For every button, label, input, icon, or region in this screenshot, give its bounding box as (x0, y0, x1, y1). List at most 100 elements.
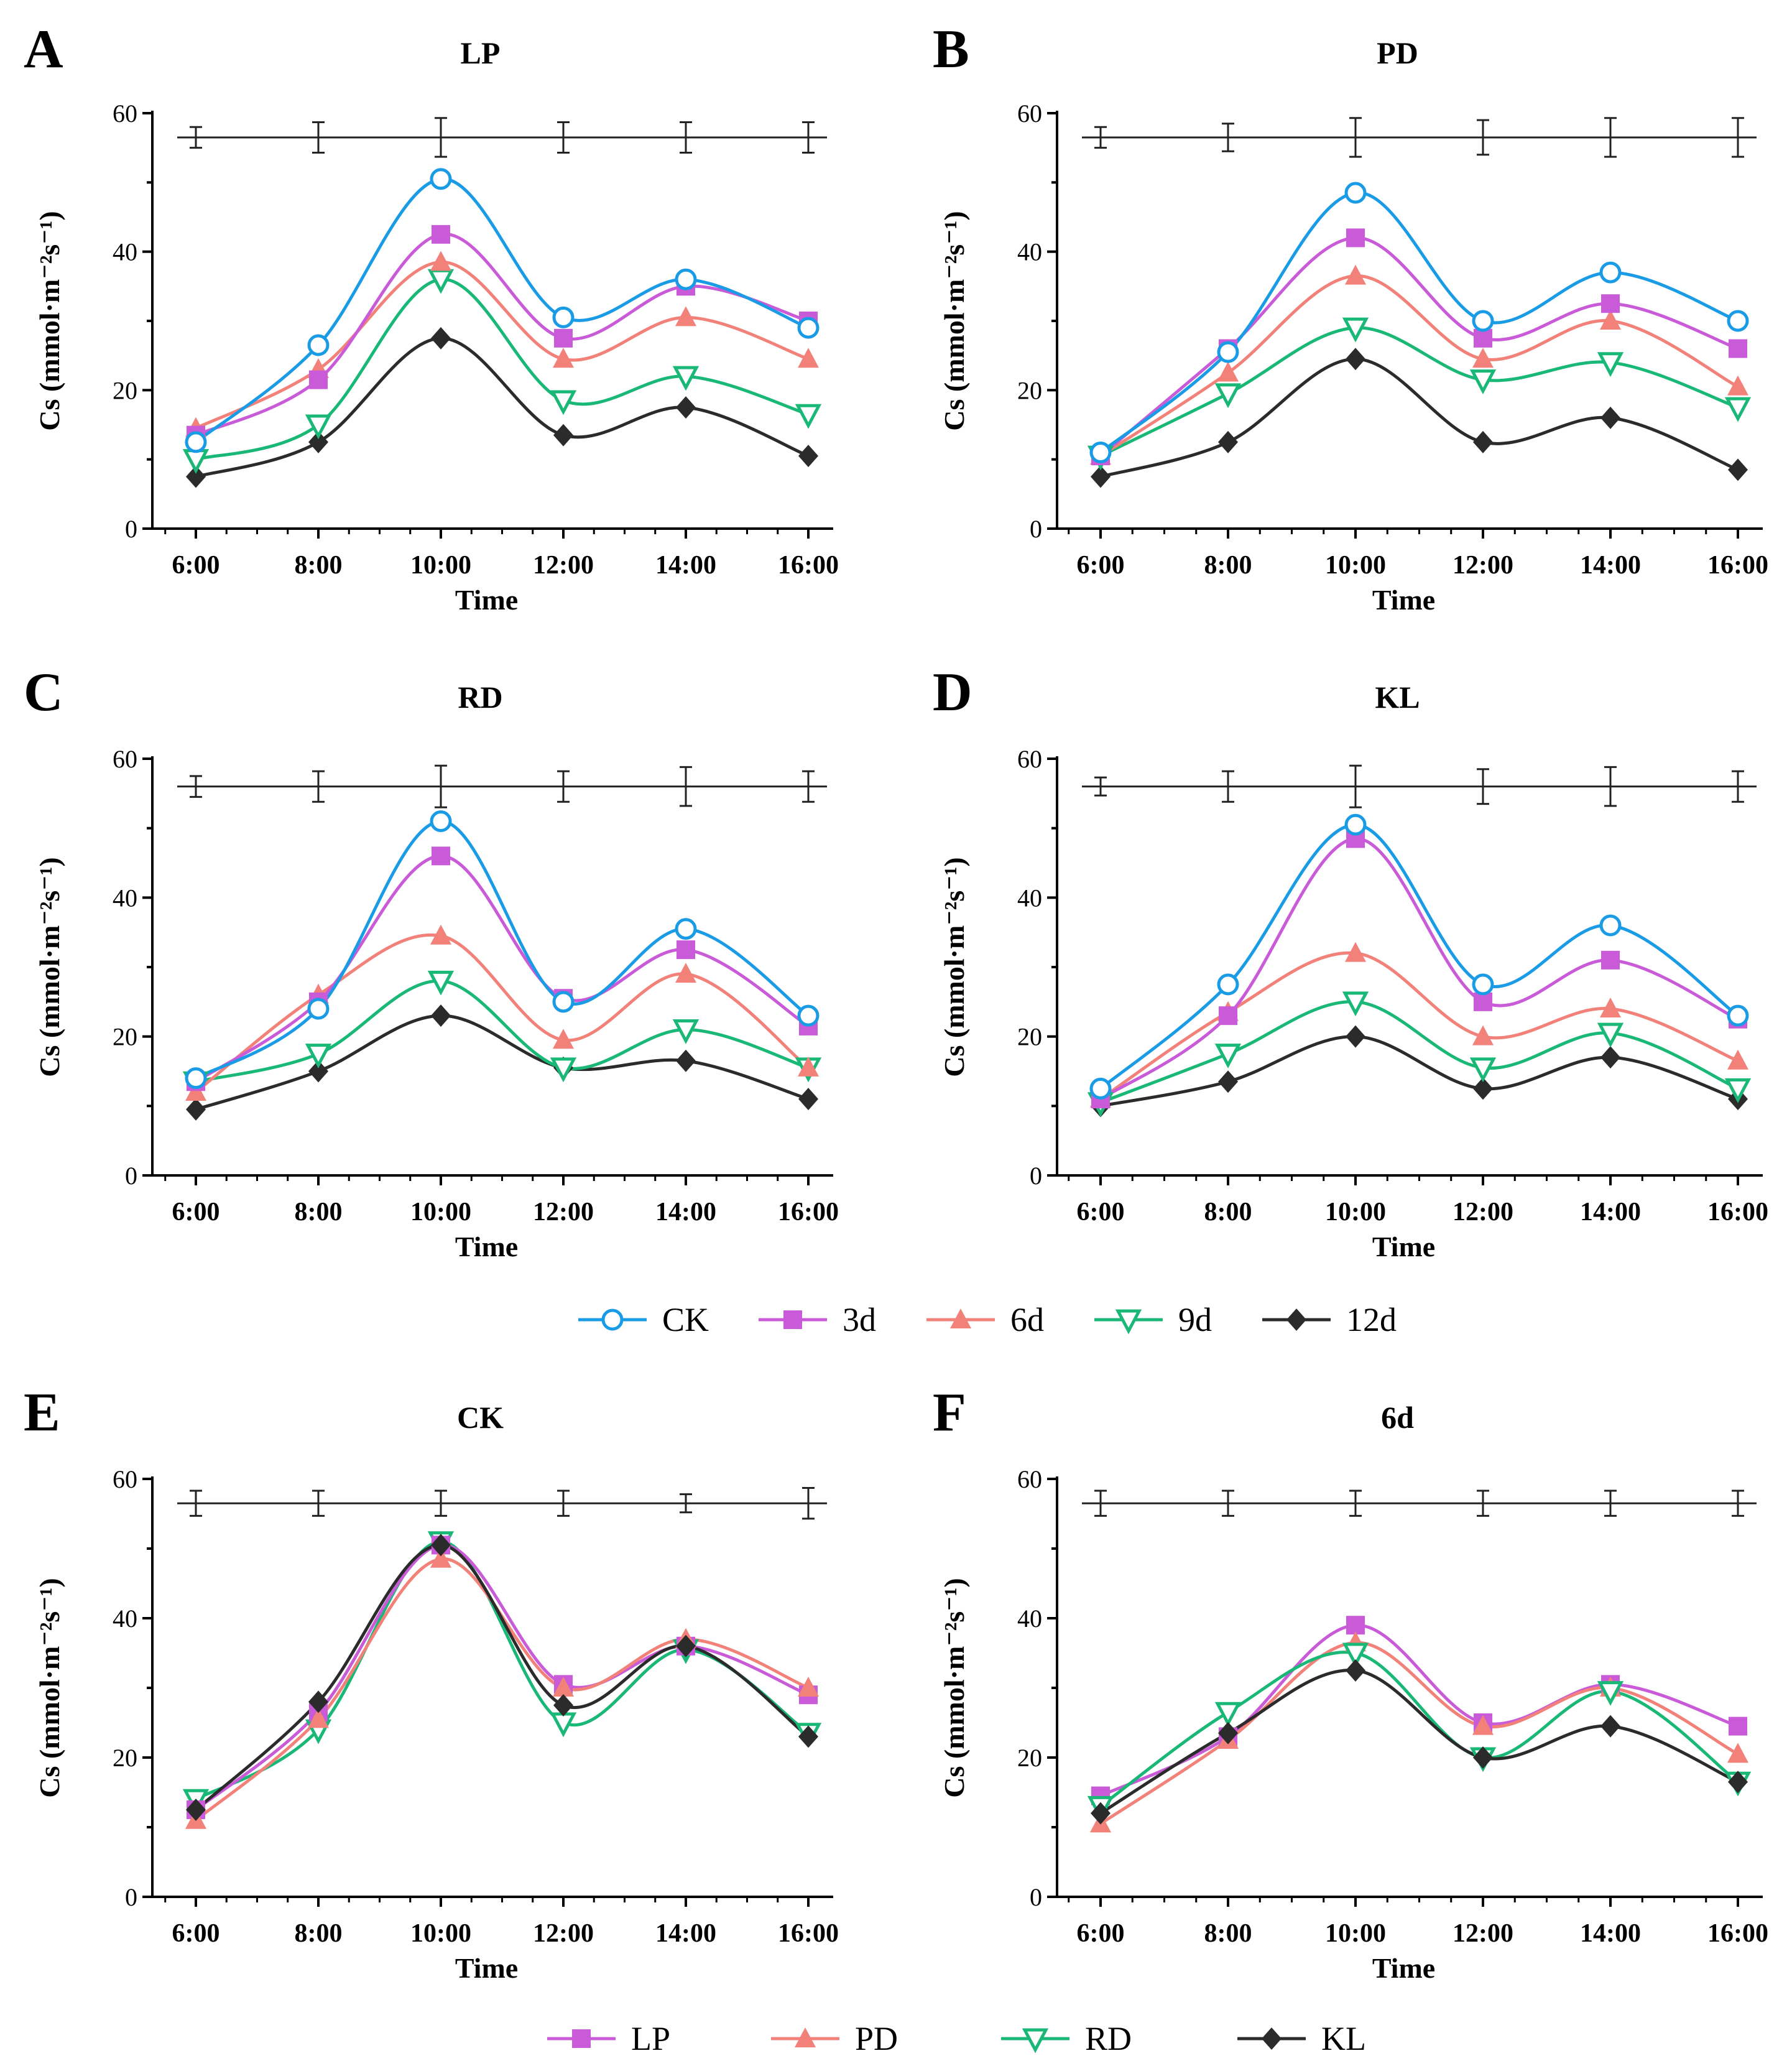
x-axis-label: Time (455, 584, 518, 616)
data-point-6d (798, 348, 819, 368)
data-point-6d (430, 251, 451, 271)
x-tick-label: 8:00 (295, 551, 343, 580)
y-tick-label: 0 (125, 515, 137, 543)
legend-2: LP PD RD KL (547, 2020, 1366, 2057)
legend-marker-9d (1115, 1309, 1142, 1335)
legend-marker-3d (783, 1310, 802, 1329)
data-point-6d (1600, 310, 1621, 330)
data-point-pd (430, 1547, 451, 1568)
panel-title: 6d (1381, 1400, 1414, 1435)
legend-label: LP (631, 2020, 670, 2057)
data-point-pd (1472, 1715, 1494, 1735)
data-point-12d (1473, 430, 1493, 453)
legend-label: RD (1085, 2020, 1132, 2057)
x-tick-label: 16:00 (1707, 1198, 1768, 1226)
y-axis-label: Cs (mmol·m⁻²s⁻¹) (34, 857, 65, 1077)
data-point-9d (427, 970, 455, 996)
panel-title: RD (458, 680, 502, 715)
data-point-kl (1346, 1659, 1365, 1682)
data-point-12d (1218, 1070, 1238, 1093)
data-point-rd (1342, 1642, 1369, 1668)
data-point-kl (186, 1799, 206, 1821)
data-point-kl (553, 1694, 573, 1716)
x-tick-label: 14:00 (1580, 1198, 1641, 1226)
data-point-9d (1469, 1057, 1497, 1083)
series-line-12d (1100, 357, 1739, 478)
data-point-12d (1346, 348, 1365, 371)
legend-marker-kl (1262, 2027, 1282, 2050)
data-point-pd (308, 1708, 329, 1728)
data-point-9d (672, 366, 700, 391)
data-point-ck (307, 998, 330, 1020)
y-tick-label: 20 (113, 376, 137, 404)
x-tick-label: 6:00 (1077, 551, 1125, 580)
data-point-6d (1472, 348, 1494, 368)
series-line-3d (1099, 236, 1739, 458)
legend-marker-ck (601, 1309, 624, 1331)
data-point-ck (1599, 914, 1622, 937)
panel-title: KL (1375, 680, 1420, 715)
data-point-ck (797, 1004, 820, 1027)
data-point-9d (1724, 397, 1752, 422)
data-point-6d (430, 924, 451, 945)
data-point-ck (675, 918, 697, 940)
series-line-kl (1099, 1669, 1739, 1815)
x-tick-label: 10:00 (410, 551, 471, 580)
panel-letter: D (933, 662, 972, 723)
data-point-ck (185, 431, 207, 453)
data-point-kl (308, 1690, 328, 1713)
data-point-lp (1729, 1716, 1747, 1736)
data-point-9d (1724, 1078, 1752, 1103)
data-point-12d (308, 1060, 328, 1083)
data-point-6d (798, 1056, 819, 1077)
data-point-ck (1727, 1004, 1749, 1027)
series-line-9d (1100, 1000, 1739, 1105)
y-tick-label: 40 (113, 238, 137, 266)
data-point-3d (1474, 992, 1492, 1011)
x-tick-label: 8:00 (295, 1198, 343, 1226)
data-point-6d (553, 348, 574, 368)
x-tick-label: 14:00 (655, 551, 716, 580)
y-tick-label: 0 (125, 1162, 137, 1190)
data-point-9d (550, 390, 577, 415)
data-point-6d (675, 306, 696, 327)
x-axis-label: Time (1372, 1952, 1435, 1984)
data-point-12d (308, 430, 328, 453)
data-point-ck (1472, 310, 1494, 332)
y-axis-label: Cs (mmol·m⁻²s⁻¹) (34, 211, 65, 430)
legend-marker-lp (572, 2029, 591, 2048)
data-point-kl (798, 1725, 818, 1748)
data-point-3d (309, 370, 328, 389)
x-tick-label: 6:00 (1077, 1198, 1125, 1226)
y-tick-label: 40 (113, 1605, 137, 1633)
x-tick-label: 14:00 (655, 1198, 716, 1226)
data-point-9d (1342, 991, 1369, 1017)
series-line-ck (1099, 823, 1739, 1090)
data-point-ck (430, 168, 452, 190)
panel-title: CK (457, 1400, 504, 1435)
data-point-3d (1729, 339, 1747, 358)
data-point-ck (1217, 973, 1239, 996)
panel-letter: B (933, 19, 969, 80)
data-point-ck (1344, 182, 1367, 204)
legend-label: 6d (1010, 1301, 1044, 1338)
data-point-pd (1727, 1743, 1748, 1763)
data-point-3d (432, 846, 450, 866)
data-point-9d (1214, 1044, 1242, 1068)
series-line-9d (195, 979, 809, 1083)
data-point-kl (1218, 1721, 1238, 1744)
x-tick-label: 14:00 (1580, 1919, 1641, 1948)
legend-label: PD (855, 2020, 898, 2057)
legend-label: KL (1321, 2020, 1366, 2057)
series-line-9d (1099, 326, 1739, 458)
series-line-ck (195, 177, 809, 443)
data-point-12d (1473, 1077, 1493, 1100)
x-tick-label: 6:00 (172, 551, 220, 580)
x-tick-label: 6:00 (1077, 1919, 1125, 1948)
panel-d: D KL 0 20 40 60 6:00 8:00 10:00 12:00 14:00 16:00 Ti… (933, 662, 1768, 1262)
x-tick-label: 12:00 (533, 551, 594, 580)
series-line-6d (1099, 951, 1739, 1101)
data-point-12d (431, 327, 451, 350)
